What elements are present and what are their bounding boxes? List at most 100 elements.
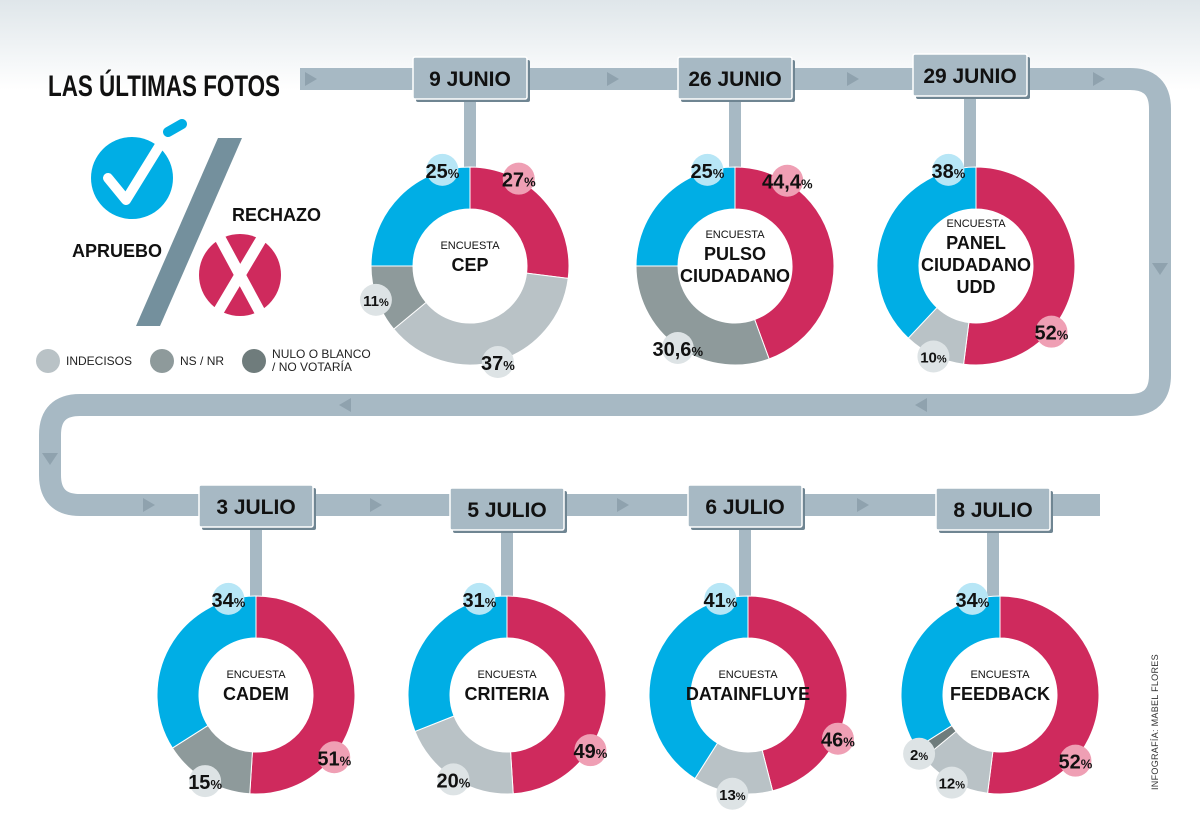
slice-value-label: 52% (1035, 323, 1069, 345)
percent-sign: % (955, 780, 965, 792)
slice-value-label: 52% (1059, 752, 1093, 774)
label-bubble (661, 331, 694, 364)
pollster-name: CIUDADANO (921, 255, 1031, 275)
percent-sign: % (234, 595, 246, 610)
percent-sign: % (340, 753, 352, 768)
donut-slice (987, 595, 1100, 795)
apruebo-check-icon (91, 119, 187, 219)
label-bubble (935, 766, 968, 799)
percent-sign: % (954, 166, 966, 181)
slice-value-label: 2% (910, 747, 928, 764)
date-box: 9 JUNIO (412, 56, 530, 102)
timeline-arrow-icon (339, 398, 351, 412)
legend-item-nulo: NULO O BLANCO / NO VOTARÍA (242, 348, 371, 374)
slice-value-label: 38% (931, 161, 965, 183)
legend-label: NS / NR (180, 353, 225, 368)
encuesta-label: ENCUESTA (705, 229, 765, 241)
slice-value-label: 31% (462, 590, 496, 612)
pollster-name: CIUDADANO (680, 266, 790, 286)
donut-slice (635, 265, 770, 366)
date-label: 5 JULIO (467, 499, 546, 522)
encuesta-label: ENCUESTA (477, 669, 537, 681)
slice-value-label: 30,6% (653, 339, 704, 361)
encuesta-label: ENCUESTA (440, 240, 500, 252)
label-bubble (704, 582, 737, 615)
percent-sign: % (736, 791, 746, 803)
label-bubble (716, 777, 749, 810)
legend-swatch (242, 349, 267, 373)
donut-slice (734, 166, 835, 360)
date-label: 6 JULIO (705, 496, 784, 519)
donut-slice (407, 595, 508, 733)
pollster-name: CEP (451, 255, 488, 275)
rechazo-x-icon (199, 232, 281, 318)
date-box: 5 JULIO (449, 487, 567, 533)
label-bubble (932, 153, 965, 186)
donut-slice (900, 595, 1001, 749)
label-bubble (463, 582, 496, 615)
percent-sign: % (503, 358, 515, 373)
timeline-arrow-icon (915, 398, 927, 412)
timeline-arrows (42, 72, 1168, 512)
legend-item-nsnr: NS / NR (150, 348, 224, 374)
donut-slice (370, 166, 471, 267)
date-box: 6 JULIO (687, 484, 805, 530)
donut-charts: ENCUESTACEP27%37%11%25%ENCUESTAPULSOCIUD… (156, 153, 1100, 810)
encuesta-label: ENCUESTA (970, 669, 1030, 681)
label-bubble (691, 153, 724, 186)
legend-label: INDECISOS (66, 353, 133, 368)
timeline-arrow-icon (857, 498, 869, 512)
slice-value-label: 46% (821, 730, 855, 752)
encuesta-label: ENCUESTA (946, 218, 1006, 230)
label-bubble (426, 153, 459, 186)
percent-sign: % (596, 746, 608, 761)
label-bubble (917, 340, 950, 373)
timeline-arrow-icon (305, 72, 317, 86)
percent-sign: % (937, 353, 947, 365)
label-bubble (903, 737, 936, 770)
percent-sign: % (459, 775, 471, 790)
date-boxes: 9 JUNIO 26 JUNIO 29 JUNIO 3 JULIO 5 JULIO 6 J… (198, 53, 1053, 533)
label-bubble (359, 283, 392, 316)
date-box: 29 JUNIO (912, 53, 1030, 99)
label-bubble (1059, 744, 1092, 777)
label-bubble (956, 582, 989, 615)
legend-swatch (36, 349, 60, 373)
donut-chart: ENCUESTA CADEM 51% 15% 34% (156, 582, 356, 798)
date-stems (250, 75, 999, 600)
label-bubble (437, 763, 470, 796)
donut-slice (963, 166, 1076, 366)
donut-slice (635, 166, 736, 267)
pollster-name: CRITERIA (465, 684, 550, 704)
slice-value-label: 34% (955, 590, 989, 612)
slice-value-label: 44,4% (762, 172, 813, 194)
donut-chart: ENCUESTA FEEDBACK 52% 12% 2% 34% (900, 582, 1100, 799)
slice-value-label: 51% (317, 748, 351, 770)
pollster-name: DATAINFLUYE (686, 684, 810, 704)
percent-sign: % (485, 595, 497, 610)
slice-value-label: 25% (690, 161, 724, 183)
pollster-name: UDD (957, 277, 996, 297)
percent-sign: % (978, 595, 990, 610)
percent-sign: % (1057, 328, 1069, 343)
timeline-arrow-icon (42, 453, 58, 465)
percent-sign: % (691, 344, 703, 359)
date-box: 26 JUNIO (677, 56, 795, 102)
label-bubble (1035, 315, 1068, 348)
percent-sign: % (1081, 757, 1093, 772)
date-box: 3 JULIO (198, 484, 316, 530)
pollster-name: CADEM (223, 684, 289, 704)
timeline-arrow-icon (1152, 263, 1168, 275)
percent-sign: % (726, 595, 738, 610)
slice-value-label: 37% (481, 353, 515, 375)
donut-slice (747, 595, 848, 792)
slice-value-label: 11% (363, 293, 389, 310)
pollster-name: FEEDBACK (950, 684, 1050, 704)
label-bubble (821, 722, 854, 755)
timeline-arrow-icon (143, 498, 155, 512)
donut-slice (156, 595, 257, 749)
timeline-arrow-icon (617, 498, 629, 512)
encuesta-label: ENCUESTA (226, 669, 286, 681)
